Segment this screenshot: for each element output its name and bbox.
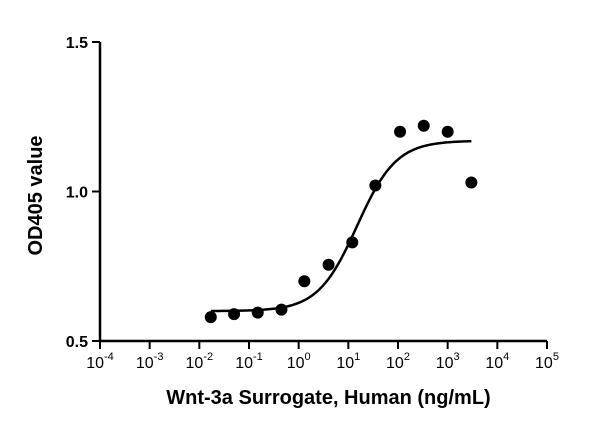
chart-axes: [98, 42, 547, 343]
x-tick-exponent: 0: [305, 351, 311, 363]
x-tick-exponent: 2: [404, 351, 410, 363]
tick-group: 0.51.01.510-4 10-3 10-2 10-1 100 101 102 103 104…: [66, 35, 559, 372]
x-tick-label: 10-3: [136, 351, 164, 372]
x-tick-label: 10-2: [186, 351, 214, 372]
x-tick-base: 10: [386, 355, 404, 372]
fit-curve: [210, 139, 472, 313]
y-tick-label: 1.5: [66, 35, 88, 52]
data-point: [275, 303, 288, 316]
y-tick-label: 1.0: [66, 185, 88, 202]
data-points: [204, 119, 478, 324]
x-tick-label: 103: [436, 351, 460, 372]
x-tick-base: 10: [436, 355, 454, 372]
data-point: [298, 275, 311, 288]
data-point: [204, 311, 217, 324]
data-point: [322, 258, 335, 271]
x-tick-base: 10: [186, 355, 204, 372]
x-tick-exponent: 3: [454, 351, 460, 363]
data-point: [394, 125, 407, 138]
x-tick-label: 10-1: [235, 351, 263, 372]
x-tick-exponent: -2: [203, 351, 213, 363]
x-tick-exponent: 5: [553, 351, 559, 363]
x-tick-base: 10: [336, 355, 354, 372]
x-tick-base: 10: [485, 355, 503, 372]
x-tick-label: 10-4: [86, 351, 114, 372]
x-tick-base: 10: [136, 355, 154, 372]
x-axis-title: Wnt-3a Surrogate, Human (ng/mL): [166, 387, 490, 409]
x-tick-exponent: 1: [354, 351, 360, 363]
data-point: [417, 119, 430, 132]
x-tick-base: 10: [86, 355, 104, 372]
x-tick-label: 104: [485, 351, 509, 372]
x-tick-exponent: -1: [253, 351, 263, 363]
x-tick-label: 100: [287, 351, 311, 372]
data-point: [228, 308, 241, 321]
data-point: [465, 176, 478, 189]
x-tick-exponent: -3: [154, 351, 164, 363]
data-point: [346, 236, 359, 249]
data-point: [441, 125, 454, 138]
y-tick-label: 0.5: [66, 334, 88, 351]
data-point: [369, 179, 382, 192]
x-tick-exponent: -4: [104, 351, 114, 363]
data-point: [251, 306, 264, 319]
x-tick-base: 10: [287, 355, 305, 372]
x-tick-label: 105: [535, 351, 559, 372]
x-tick-base: 10: [235, 355, 253, 372]
x-tick-label: 102: [386, 351, 410, 372]
x-tick-label: 101: [336, 351, 360, 372]
y-axis-title: OD405 value: [25, 135, 47, 255]
x-tick-exponent: 4: [503, 351, 509, 363]
x-tick-base: 10: [535, 355, 553, 372]
